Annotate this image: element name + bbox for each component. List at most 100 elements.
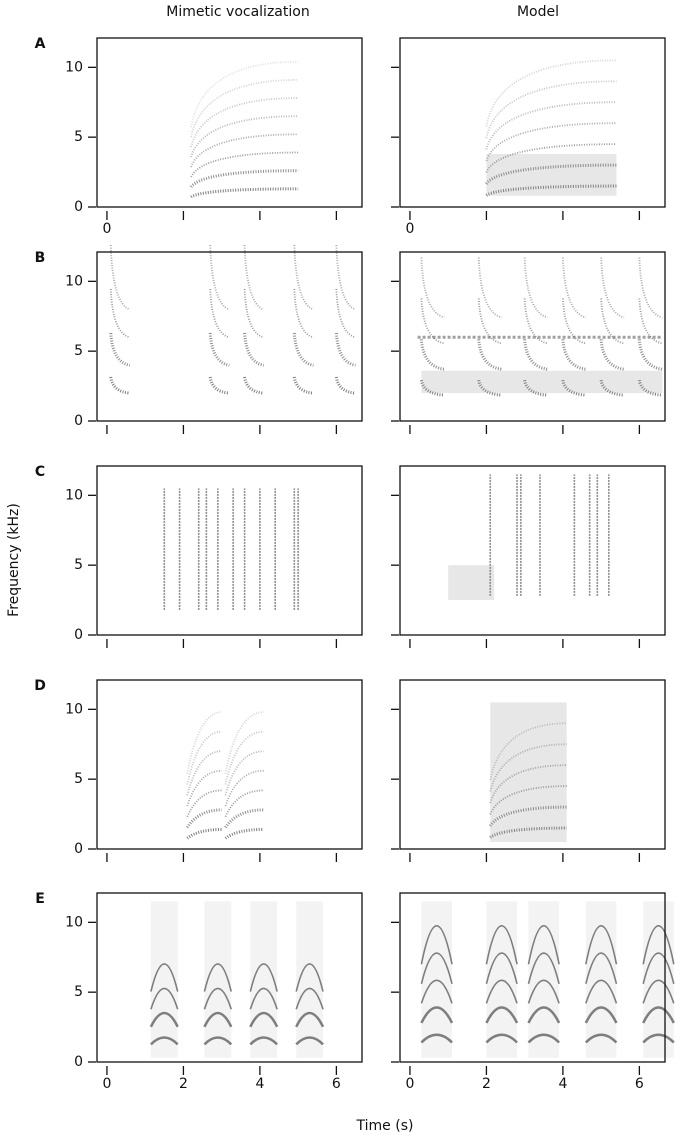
- harmonic: [477, 257, 503, 319]
- harmonic: [477, 339, 502, 371]
- harmonic: [562, 298, 587, 345]
- panel-frame: [399, 465, 666, 636]
- harmonic: [523, 379, 548, 397]
- arch: [642, 952, 675, 984]
- harmonic: [637, 379, 663, 397]
- harmonic: [243, 376, 264, 395]
- arch: [203, 963, 232, 992]
- x-tick-label: 0: [102, 221, 111, 237]
- panel-label: C: [35, 464, 45, 480]
- arch: [203, 1011, 233, 1028]
- harmonic: [224, 769, 264, 807]
- harmonic: [190, 60, 299, 128]
- arch: [295, 987, 324, 1010]
- arch: [527, 925, 560, 965]
- arch: [249, 1036, 279, 1046]
- x-tick-label: 6: [332, 1076, 341, 1092]
- noise: [421, 370, 663, 394]
- harmonic: [523, 298, 548, 345]
- harmonic: [243, 332, 265, 367]
- x-tick-label: 0: [405, 1076, 414, 1092]
- harmonic: [561, 339, 587, 371]
- arch: [295, 1036, 324, 1046]
- spectrogram: [420, 901, 675, 1058]
- panel-frame: [96, 37, 363, 208]
- harmonic: [477, 298, 502, 345]
- harmonic: [186, 711, 222, 774]
- harmonic: [292, 376, 314, 395]
- panel-frame: [399, 679, 666, 850]
- harmonic: [224, 711, 264, 774]
- spectrogram: [163, 488, 299, 610]
- noise: [204, 901, 232, 1058]
- harmonic: [523, 339, 548, 371]
- harmonic: [335, 288, 356, 339]
- arch: [485, 979, 518, 1004]
- arch: [295, 963, 324, 992]
- y-tick-label: 5: [74, 984, 83, 1000]
- y-tick-label: 5: [74, 343, 83, 359]
- harmonic: [190, 115, 299, 158]
- harmonic: [209, 288, 230, 339]
- spectrogram: [149, 901, 325, 1058]
- panel-frame: [96, 892, 363, 1063]
- y-tick-label: 0: [74, 199, 83, 215]
- harmonic: [190, 97, 299, 148]
- harmonic: [109, 332, 131, 367]
- harmonic: [485, 101, 617, 150]
- harmonic: [600, 257, 625, 319]
- harmonic: [185, 808, 222, 829]
- y-tick-label: 0: [74, 841, 83, 857]
- arch: [149, 1011, 179, 1028]
- harmonic: [561, 379, 586, 397]
- harmonic: [638, 298, 663, 345]
- x-tick-label: 4: [558, 1076, 567, 1092]
- harmonic: [599, 339, 625, 371]
- harmonic: [186, 730, 222, 785]
- arch: [485, 925, 518, 965]
- y-tick-label: 10: [65, 487, 83, 503]
- noise: [250, 901, 278, 1058]
- x-tick-label: 0: [405, 221, 414, 237]
- harmonic: [190, 187, 299, 199]
- harmonic: [485, 163, 617, 185]
- noise: [421, 901, 453, 1058]
- harmonic: [208, 376, 230, 395]
- spectrogram: [189, 60, 299, 199]
- harmonic: [224, 827, 264, 840]
- arch: [150, 963, 179, 992]
- noise: [643, 901, 674, 1058]
- spectrogram: [417, 257, 663, 397]
- y-tick-label: 0: [74, 413, 83, 429]
- harmonic: [637, 339, 663, 371]
- harmonic: [419, 339, 445, 371]
- arch: [527, 1006, 561, 1024]
- arch: [527, 952, 560, 984]
- harmonic: [224, 750, 264, 796]
- harmonic: [420, 257, 445, 319]
- harmonic: [224, 789, 264, 818]
- arch: [420, 952, 453, 984]
- panel-frame: [96, 679, 363, 850]
- x-tick-label: 6: [635, 1076, 644, 1092]
- column-title: Model: [517, 4, 559, 20]
- y-tick-label: 5: [74, 557, 83, 573]
- harmonic: [293, 244, 314, 311]
- y-axis-label: Frequency (kHz): [6, 503, 22, 617]
- arch: [485, 1033, 518, 1044]
- arch: [420, 925, 453, 965]
- harmonic: [599, 379, 625, 397]
- harmonic: [209, 244, 230, 311]
- arch: [584, 1006, 618, 1024]
- arch: [527, 1033, 560, 1044]
- panel-frame: [399, 251, 666, 422]
- noise: [490, 702, 567, 843]
- spectrogram: [448, 474, 610, 601]
- harmonic: [190, 79, 299, 138]
- harmonic: [243, 244, 265, 311]
- harmonic: [485, 59, 617, 127]
- arch: [485, 952, 518, 984]
- x-tick-label: 0: [102, 1076, 111, 1092]
- y-tick-label: 10: [65, 59, 83, 75]
